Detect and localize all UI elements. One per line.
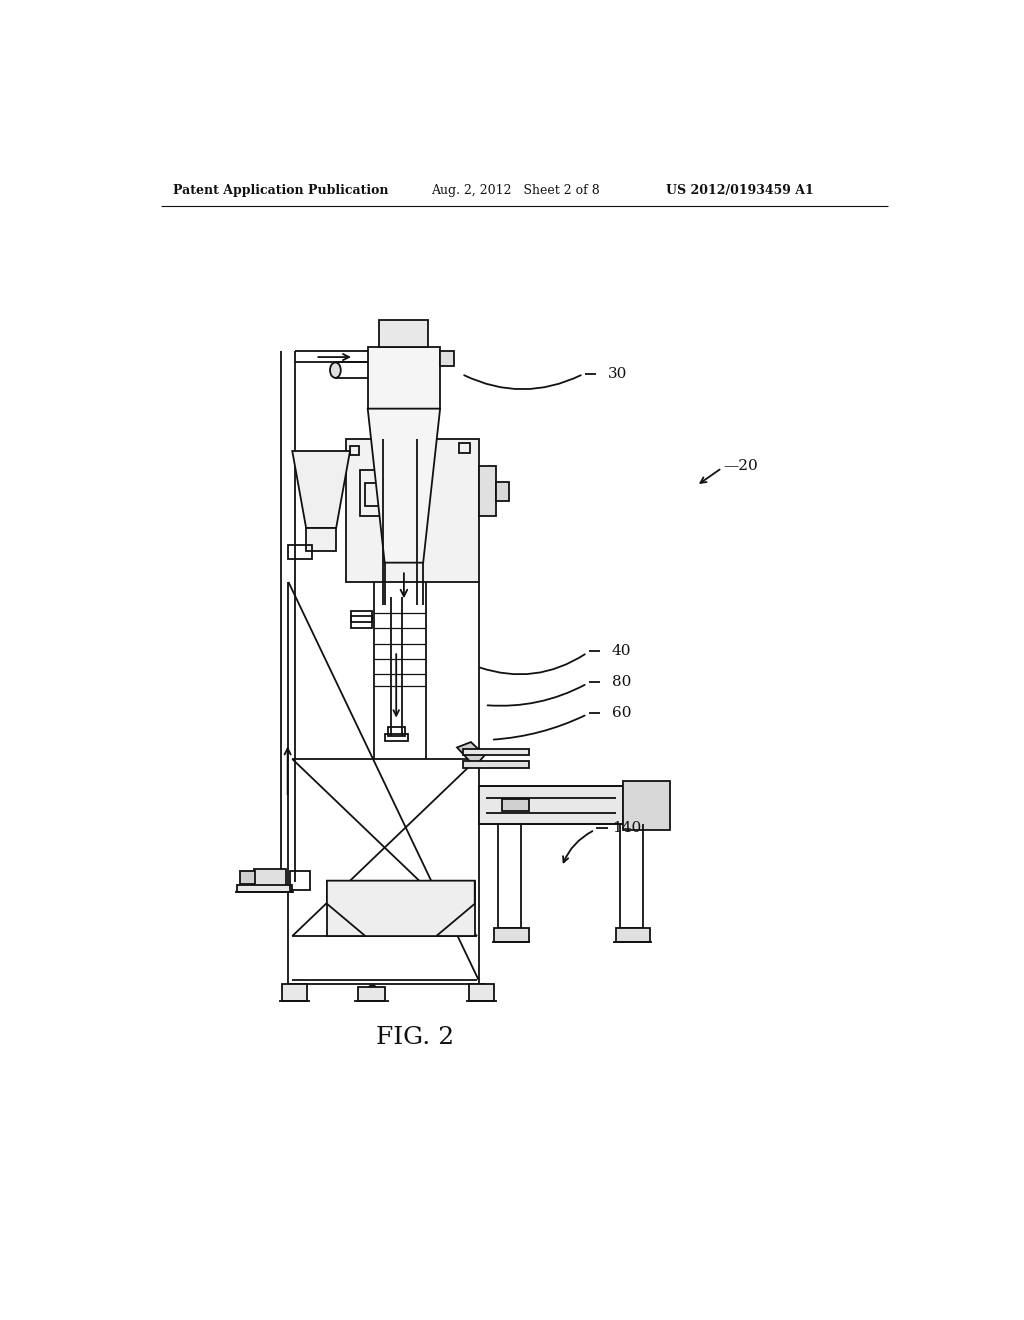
Text: 30: 30 — [608, 367, 628, 381]
Bar — [240, 871, 255, 884]
Bar — [460, 442, 470, 453]
Text: Aug. 2, 2012   Sheet 2 of 8: Aug. 2, 2012 Sheet 2 of 8 — [431, 185, 600, 197]
Ellipse shape — [330, 363, 341, 378]
Text: US 2012/0193459 A1: US 2012/0193459 A1 — [666, 185, 813, 197]
Text: Patent Application Publication: Patent Application Publication — [173, 185, 388, 197]
Text: —20: —20 — [724, 459, 758, 474]
Bar — [624, 780, 670, 830]
Bar — [494, 928, 528, 942]
Bar — [478, 466, 496, 516]
Bar — [327, 880, 475, 936]
Bar — [496, 482, 509, 502]
Bar — [346, 440, 478, 582]
Bar — [360, 470, 404, 516]
Bar — [351, 611, 373, 628]
Bar — [502, 799, 528, 812]
Polygon shape — [368, 409, 440, 562]
Bar — [290, 871, 310, 890]
Bar — [237, 884, 292, 892]
Bar — [283, 983, 307, 1001]
Bar — [469, 983, 494, 1001]
Bar — [478, 785, 624, 825]
Bar — [351, 615, 373, 622]
Bar — [463, 760, 528, 768]
Text: 60: 60 — [611, 706, 632, 719]
Bar — [350, 446, 359, 455]
Bar — [388, 726, 404, 737]
Bar — [254, 869, 286, 886]
Polygon shape — [327, 880, 475, 936]
Bar — [379, 321, 428, 347]
Bar — [368, 347, 440, 409]
Bar — [463, 748, 528, 755]
Text: 140: 140 — [611, 821, 641, 836]
Text: FIG. 2: FIG. 2 — [377, 1026, 455, 1049]
Text: 40: 40 — [611, 644, 632, 659]
Bar — [306, 528, 336, 552]
Bar — [385, 734, 408, 742]
Bar — [357, 987, 385, 1001]
Polygon shape — [457, 742, 484, 767]
Bar — [440, 351, 454, 367]
Bar — [289, 545, 311, 558]
Text: 80: 80 — [611, 675, 631, 689]
Polygon shape — [292, 451, 350, 528]
Bar — [365, 483, 394, 507]
Bar — [615, 928, 650, 942]
